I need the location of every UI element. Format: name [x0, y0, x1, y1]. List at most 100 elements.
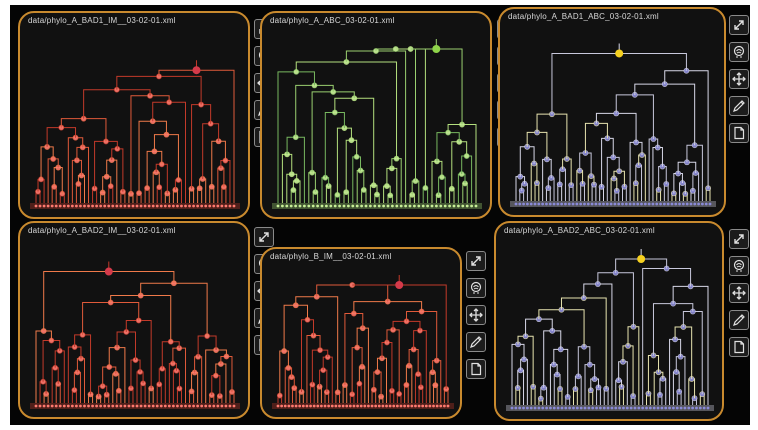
phylo-tree[interactable] — [26, 29, 244, 217]
leaf-node — [662, 202, 666, 206]
tree-panel-6[interactable]: data/phylo_A_BAD2_ABC_03-02-01.xml — [494, 221, 724, 421]
leaf-node — [107, 404, 111, 408]
edit-button[interactable] — [729, 310, 749, 330]
expand-button[interactable] — [729, 229, 749, 249]
move-button[interactable] — [466, 305, 486, 325]
tree-branch — [321, 177, 330, 203]
leaf-node — [408, 204, 412, 208]
leaf-node — [461, 204, 465, 208]
tree-branch — [76, 358, 85, 403]
leaf-node — [666, 202, 670, 206]
tree-branch — [334, 97, 375, 186]
phylo-tree[interactable] — [506, 25, 720, 215]
leaf-node — [281, 204, 284, 208]
root-node[interactable] — [395, 281, 404, 289]
tree-panel-1[interactable]: data/phylo_A_BAD1_IM__03-02-01.xml — [18, 11, 250, 219]
leaf-node — [364, 204, 368, 208]
leaf-node — [395, 204, 399, 208]
leaf-node — [435, 404, 439, 408]
phylo-tree[interactable] — [502, 239, 718, 419]
leaf-node — [320, 204, 324, 208]
leaf-node — [111, 404, 115, 408]
brain-button[interactable] — [729, 42, 749, 62]
page-button[interactable] — [466, 359, 486, 379]
move-button[interactable] — [729, 283, 749, 303]
tree-panel-5[interactable]: data/phylo_B_IM__03-02-01.xml — [260, 247, 462, 419]
leaf-node — [70, 404, 74, 408]
toolbar — [463, 249, 489, 384]
edit-button[interactable] — [729, 96, 749, 116]
leaf-node — [79, 204, 82, 208]
tree-branch — [140, 382, 146, 403]
leaf-node — [359, 404, 363, 408]
leaf-node — [567, 202, 571, 206]
leaf-node — [79, 404, 82, 408]
leaf-node — [159, 404, 163, 408]
expand-button[interactable] — [729, 15, 749, 35]
leaf-node — [139, 204, 143, 208]
leaf-node — [414, 404, 417, 408]
edit-button[interactable] — [466, 332, 486, 352]
leaf-node — [70, 204, 74, 208]
phylo-tree[interactable] — [26, 239, 244, 417]
leaf-node — [147, 404, 151, 408]
leaf-node — [111, 204, 115, 208]
leaf-node — [625, 406, 629, 410]
tree-branch — [457, 173, 466, 203]
tree-branch — [688, 378, 696, 405]
leaf-node — [91, 404, 94, 408]
leaf-node — [167, 404, 171, 408]
page-button[interactable] — [729, 337, 749, 357]
leaf-node — [590, 202, 594, 206]
leaf-node — [320, 404, 323, 408]
leaf-node — [291, 404, 294, 408]
leaf-node — [633, 406, 637, 410]
leaf-node — [386, 204, 390, 208]
tree-branch — [462, 182, 468, 203]
leaf-node — [598, 202, 602, 206]
root-node[interactable] — [432, 45, 441, 53]
leaf-node — [518, 406, 522, 410]
leaf-node — [298, 404, 302, 408]
leaf-node — [695, 406, 698, 410]
root-node[interactable] — [615, 49, 624, 58]
move-icon — [732, 72, 746, 86]
leaf-node — [629, 406, 633, 410]
tree-panel-4[interactable]: data/phylo_A_BAD2_IM__03-02-01.xml — [18, 221, 250, 419]
tree-branch — [587, 175, 595, 201]
leaf-node — [167, 204, 171, 208]
root-node[interactable] — [637, 255, 646, 263]
root-node[interactable] — [192, 66, 201, 75]
leaf-node — [556, 406, 560, 410]
move-button[interactable] — [729, 69, 749, 89]
tree-branch — [408, 348, 419, 375]
leaf-node — [347, 204, 350, 208]
leaf-node — [285, 204, 289, 208]
leaf-node — [345, 404, 349, 408]
phylo-tree[interactable] — [268, 265, 458, 417]
page-button[interactable] — [729, 123, 749, 143]
leaf-node — [50, 404, 54, 408]
brain-button[interactable] — [466, 278, 486, 298]
expand-button[interactable] — [466, 251, 486, 271]
leaf-node — [674, 202, 678, 206]
tree-panel-2[interactable]: data/phylo_A_ABC_03-02-01.xml — [260, 11, 492, 219]
root-node[interactable] — [104, 267, 113, 276]
brain-button[interactable] — [729, 256, 749, 276]
tree-panel-3[interactable]: data/phylo_A_BAD1_ABC_03-02-01.xml — [498, 7, 726, 217]
expand-button[interactable] — [254, 227, 274, 247]
leaf-node — [645, 406, 648, 410]
tree-branch — [406, 311, 438, 361]
leaf-node — [465, 204, 469, 208]
leaf-node — [522, 406, 525, 410]
leaf-node — [171, 204, 175, 208]
leaf-node — [151, 204, 155, 208]
leaf-node — [62, 404, 66, 408]
panel-title: data/phylo_A_BAD1_ABC_03-02-01.xml — [508, 12, 659, 21]
phylo-tree[interactable] — [268, 29, 486, 217]
leaf-node — [289, 204, 293, 208]
leaf-node — [200, 204, 204, 208]
leaf-node — [417, 204, 421, 208]
leaf-node — [171, 404, 175, 408]
brain-icon — [733, 259, 745, 272]
